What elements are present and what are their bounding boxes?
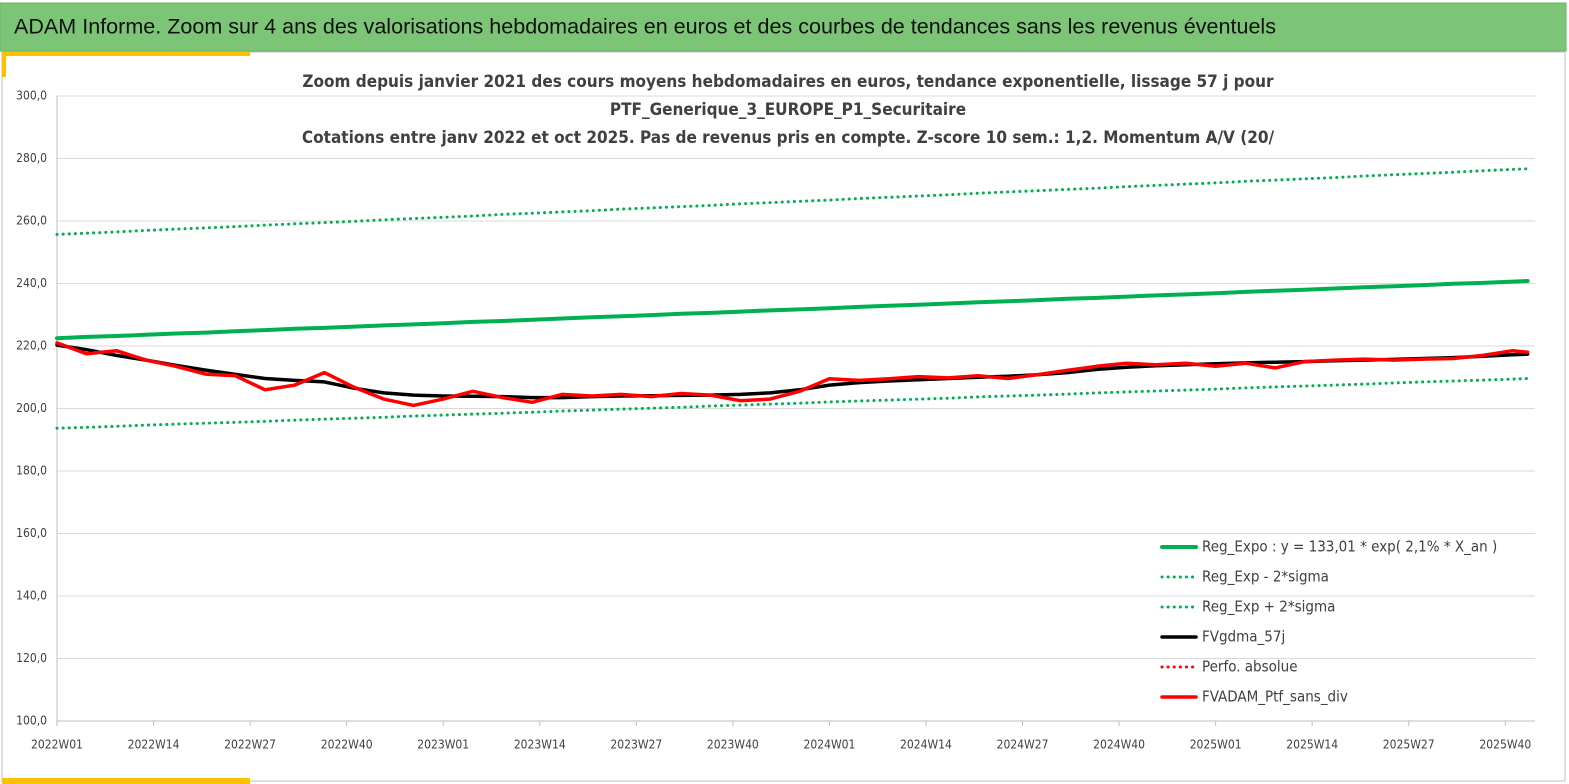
x-tick-label: 2024W40 <box>1093 738 1145 752</box>
legend-label: FVgdma_57j <box>1202 628 1285 647</box>
legend-label: Perfo. absolue <box>1202 658 1298 676</box>
x-tick-label: 2024W14 <box>900 738 952 752</box>
x-tick-label: 2025W40 <box>1479 738 1531 752</box>
legend-label: Reg_Exp + 2*sigma <box>1202 598 1335 617</box>
legend-label: FVADAM_Ptf_sans_div <box>1202 688 1348 707</box>
y-tick-label: 240,0 <box>16 276 47 290</box>
legend-label: Reg_Expo : y = 133,01 * exp( 2,1% * X_an… <box>1202 538 1497 557</box>
y-tick-label: 100,0 <box>16 714 47 728</box>
x-tick-label: 2025W01 <box>1190 738 1242 752</box>
y-tick-label: 120,0 <box>16 651 47 665</box>
x-tick-label: 2022W40 <box>321 738 373 752</box>
series-line <box>55 167 1530 236</box>
x-tick-label: 2024W01 <box>803 738 855 752</box>
y-tick-label: 200,0 <box>16 401 47 415</box>
x-tick-label: 2024W27 <box>997 738 1049 752</box>
chart-frame <box>1 51 1566 782</box>
y-tick-label: 280,0 <box>16 151 47 165</box>
chart-title: PTF_Generique_3_EUROPE_P1_Securitaire <box>610 100 966 120</box>
y-tick-label: 160,0 <box>16 526 47 540</box>
x-tick-label: 2022W01 <box>31 738 83 752</box>
y-tick-label: 140,0 <box>16 589 47 603</box>
x-tick-label: 2025W27 <box>1383 738 1435 752</box>
chart-title: Zoom depuis janvier 2021 des cours moyen… <box>302 72 1274 92</box>
x-tick-label: 2023W40 <box>707 738 759 752</box>
y-tick-label: 260,0 <box>16 214 47 228</box>
header-title: ADAM Informe. Zoom sur 4 ans des valoris… <box>14 16 1276 39</box>
x-tick-label: 2022W27 <box>224 738 276 752</box>
decor <box>2 52 6 77</box>
y-tick-label: 180,0 <box>16 464 47 478</box>
legend-label: Reg_Exp - 2*sigma <box>1202 568 1329 587</box>
series-line <box>55 341 1530 408</box>
chart-title: Cotations entre janv 2022 et oct 2025. P… <box>302 128 1275 148</box>
x-tick-label: 2025W14 <box>1286 738 1338 752</box>
x-tick-label: 2023W14 <box>514 738 566 752</box>
decor <box>2 52 250 56</box>
x-tick-label: 2023W01 <box>417 738 469 752</box>
header-bar <box>0 2 1567 52</box>
series-line <box>55 377 1530 430</box>
x-tick-label: 2023W27 <box>610 738 662 752</box>
x-tick-label: 2022W14 <box>128 738 180 752</box>
y-tick-label: 300,0 <box>16 89 47 103</box>
series-line <box>55 279 1530 341</box>
y-tick-label: 220,0 <box>16 339 47 353</box>
chart: Zoom depuis janvier 2021 des cours moyen… <box>16 72 1535 752</box>
decor <box>2 778 250 784</box>
